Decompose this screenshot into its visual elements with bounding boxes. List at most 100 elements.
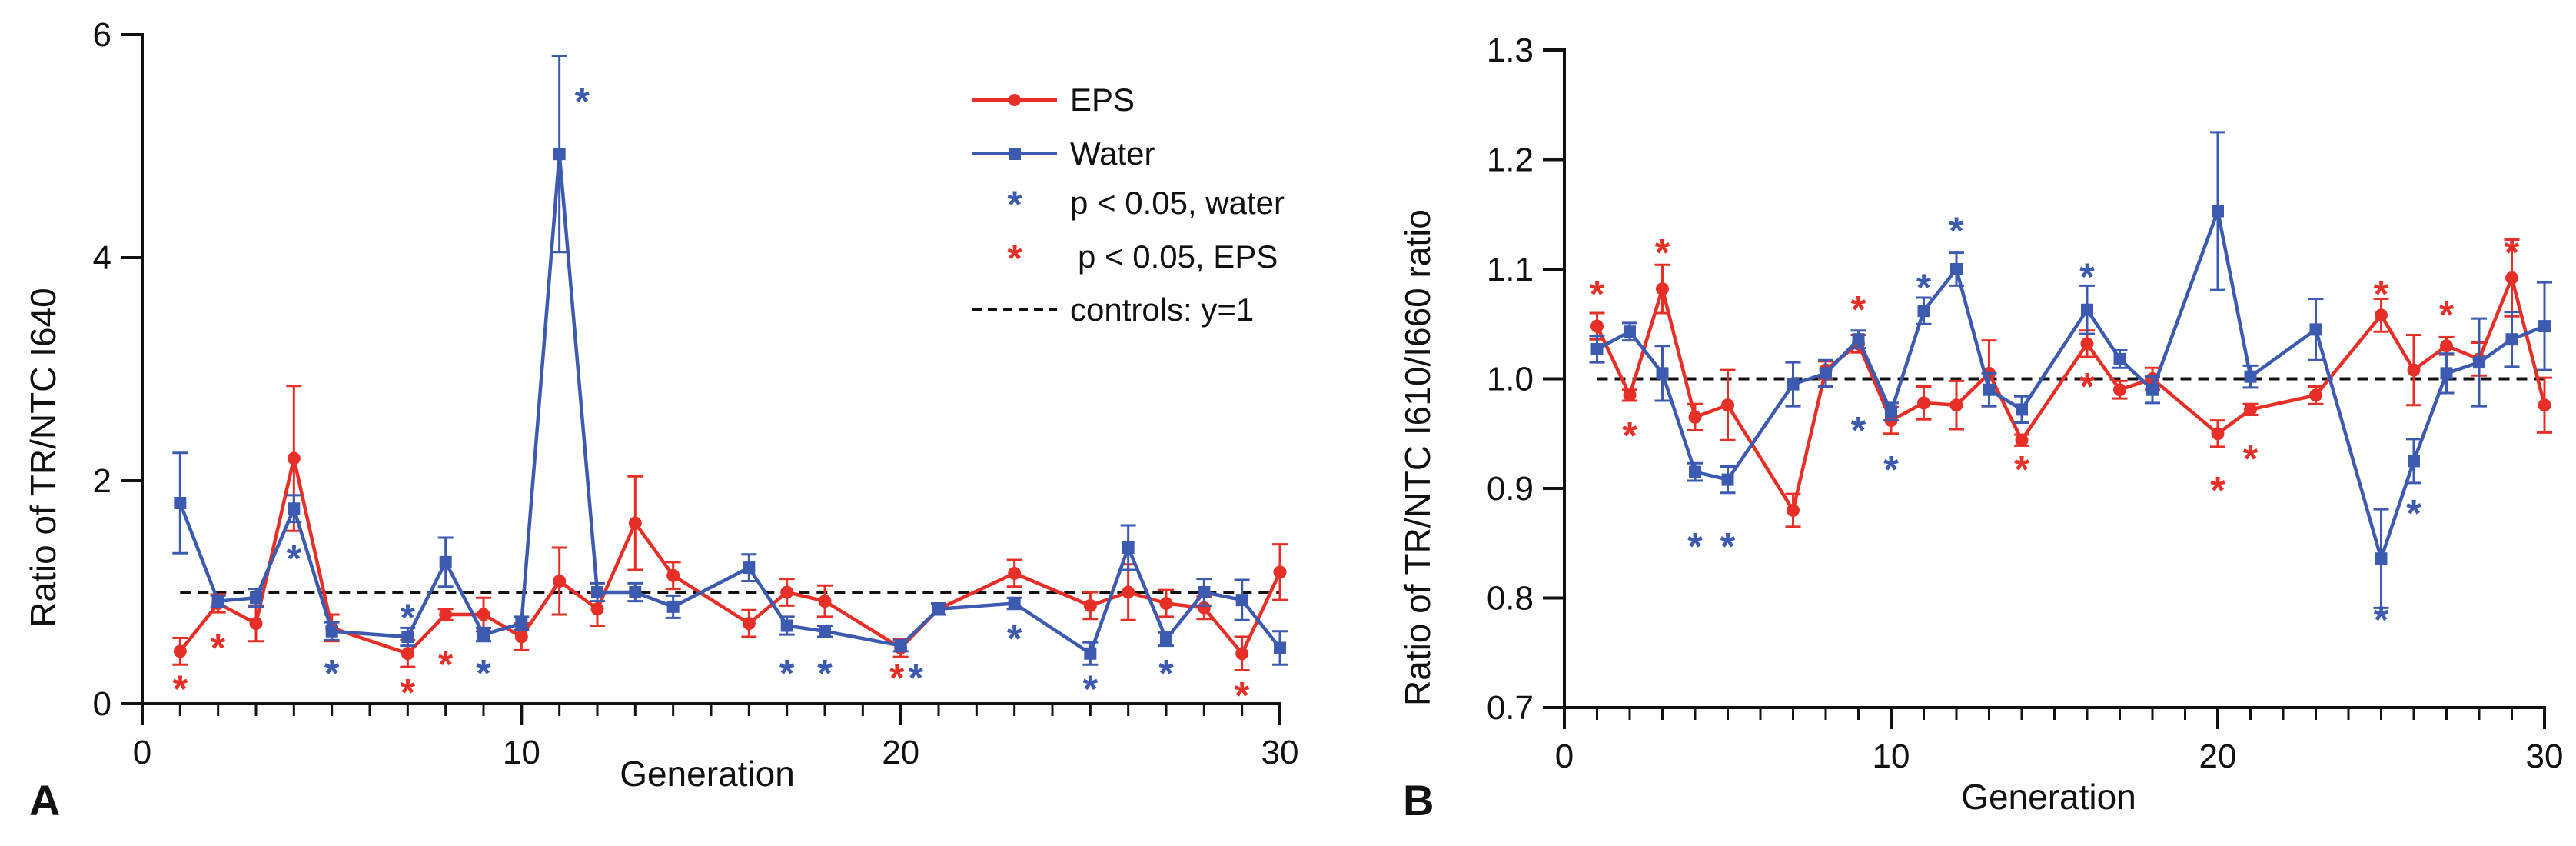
panel-a-x-tick-label: 30 bbox=[1261, 734, 1299, 771]
panel-b-significance-star-water: * bbox=[1883, 448, 1899, 491]
panel-a-water-point bbox=[211, 595, 224, 608]
panel-a-significance-star-eps: * bbox=[211, 626, 226, 669]
legend-eps-label: EPS bbox=[1070, 82, 1135, 118]
panel-a-significance-star-water: * bbox=[324, 652, 340, 695]
panel-b-water-point bbox=[1983, 383, 1996, 396]
panel-b-eps-point bbox=[2244, 402, 2257, 416]
panel-a-significance-star-eps: * bbox=[1235, 674, 1250, 718]
panel-a-eps-point bbox=[628, 516, 642, 530]
panel-a-eps-point bbox=[742, 617, 756, 631]
panel-a-eps-point bbox=[1083, 598, 1097, 612]
panel-b-water-point bbox=[2244, 370, 2257, 383]
panel-b-significance-star-water: * bbox=[2374, 598, 2389, 641]
panel-b-y-tick-label: 1.3 bbox=[1487, 32, 1534, 69]
panel-a-water-point bbox=[1160, 632, 1172, 645]
panel-a-water-point bbox=[477, 628, 490, 641]
panel-b-y-tick-label: 1.1 bbox=[1487, 251, 1534, 288]
panel-a-water-point bbox=[780, 619, 793, 632]
panel-a-eps-point bbox=[1273, 565, 1287, 579]
panel-a-eps-point bbox=[1122, 585, 1135, 599]
panel-b-label: B bbox=[1403, 776, 1434, 824]
panel-a-eps-point bbox=[514, 630, 528, 644]
panel-a-significance-star-water: * bbox=[1083, 668, 1099, 711]
panel-b-water-point bbox=[1656, 367, 1669, 380]
panel-b-eps-point bbox=[2505, 271, 2518, 285]
legend-water-marker bbox=[1009, 148, 1021, 160]
legend-eps-marker bbox=[1009, 94, 1021, 106]
panel-a-water-point bbox=[1235, 594, 1248, 607]
panel-a-water-point bbox=[666, 600, 680, 613]
panel-b-significance-star-eps: * bbox=[2014, 448, 2029, 491]
panel-b-water-point bbox=[2081, 303, 2093, 316]
panel-a-significance-star-eps: * bbox=[173, 668, 188, 711]
panel-b-water-point bbox=[1917, 305, 1930, 318]
panel-b-water-point bbox=[2473, 356, 2485, 369]
panel-a-water-point bbox=[325, 625, 338, 638]
panel-b-significance-star-eps: * bbox=[1851, 288, 1866, 331]
panel-a-eps-point bbox=[590, 602, 604, 616]
panel-b-significance-star-water: * bbox=[1949, 209, 1964, 252]
panel-a-water-point bbox=[1274, 641, 1286, 654]
panel-b-water-point bbox=[2146, 383, 2159, 396]
panel-b-significance-star-eps: * bbox=[1590, 273, 1605, 316]
panel-b: 0 10 20 300.70.80.91.01.11.21.3 **** *******… bbox=[1398, 32, 2563, 824]
panel-a-y-tick-label: 6 bbox=[93, 16, 111, 54]
panel-b-significance-star-eps: * bbox=[1655, 231, 1670, 275]
panel-a-water-point bbox=[174, 497, 187, 509]
panel-a-water-point bbox=[1122, 541, 1135, 554]
panel-b-water-point bbox=[1885, 405, 1897, 418]
panel-b-water-point bbox=[1787, 378, 1800, 391]
panel-b-y-tick-label: 0.9 bbox=[1487, 470, 1534, 508]
panel-b-water-point bbox=[1820, 367, 1832, 380]
panel-a-eps-point bbox=[1235, 647, 1249, 661]
panel-b-significance-star-eps: * bbox=[2079, 365, 2095, 408]
panel-a-water-point bbox=[288, 502, 301, 515]
panel-a-significance-star-water: * bbox=[476, 652, 491, 695]
panel-a-water-point bbox=[1084, 647, 1097, 660]
panel-a-significance-star-water: * bbox=[909, 656, 924, 699]
panel-b-water-point bbox=[2309, 323, 2322, 336]
panel-b-axes: 0 10 20 30 0.7 0.8 0.9 1.0 1.1 1.2 1.3 bbox=[1487, 32, 2564, 775]
panel-b-significance-star-water: * bbox=[1720, 525, 1736, 568]
panel-b-eps-point bbox=[1949, 398, 1963, 412]
panel-b-water-point bbox=[1689, 465, 1701, 478]
panel-a-water-point bbox=[932, 602, 945, 615]
panel-a-water-point bbox=[439, 555, 452, 568]
panel-b-eps-point bbox=[1656, 282, 1669, 296]
legend-water-label: Water bbox=[1070, 135, 1155, 172]
panel-a-eps-point bbox=[401, 647, 414, 661]
panel-a-significance-star-water: * bbox=[1158, 652, 1174, 695]
panel-a-eps-point bbox=[249, 617, 263, 631]
panel-b-water-point bbox=[2505, 333, 2518, 346]
panel-a-water-point bbox=[819, 625, 831, 638]
panel-a-x-axis-title: Generation bbox=[620, 754, 795, 794]
panel-a-axes: 0 10 20 30 0 2 4 6 bbox=[93, 16, 1299, 771]
panel-b-water-point bbox=[2113, 352, 2126, 365]
panel-b-eps-point bbox=[2113, 383, 2126, 397]
panel-a-water-point bbox=[591, 586, 603, 598]
panel-b-significance-star-eps: * bbox=[2243, 437, 2259, 480]
panel-b-eps-point bbox=[2080, 337, 2094, 351]
panel-b-water-point bbox=[1852, 333, 1865, 346]
panel-a-water-point bbox=[894, 639, 907, 652]
panel-b-water-point bbox=[1950, 263, 1963, 275]
panel-b-x-tick-label: 30 bbox=[2526, 738, 2564, 775]
panel-a-y-tick-label: 4 bbox=[93, 239, 111, 277]
panel-b-y-axis-title: Ratio of TR/NTC I610/I660 ratio bbox=[1398, 209, 1438, 706]
panel-a-x-tick-label: 20 bbox=[882, 734, 919, 771]
panel-a-eps-point bbox=[780, 585, 794, 599]
panel-a-water-point bbox=[401, 631, 414, 643]
panel-b-significance-star-water: * bbox=[2406, 492, 2421, 535]
legend-water-star: * bbox=[1007, 183, 1022, 226]
panel-a-significance-star-eps: * bbox=[438, 643, 454, 686]
panel-a-y-axis-title: Ratio of TR/NTC I640 bbox=[23, 288, 63, 627]
panel-b-y-tick-label: 1.2 bbox=[1487, 142, 1534, 179]
panel-a-eps-point bbox=[173, 644, 187, 658]
panel-b-water-point bbox=[1624, 325, 1636, 338]
panel-a-significance-star-water: * bbox=[817, 652, 833, 695]
panel-b-significance-star-eps: * bbox=[2210, 469, 2225, 512]
legend-control-label: controls: y=1 bbox=[1070, 291, 1254, 328]
panel-a-eps-point bbox=[477, 608, 490, 621]
panel-b-water-point bbox=[2212, 205, 2224, 218]
